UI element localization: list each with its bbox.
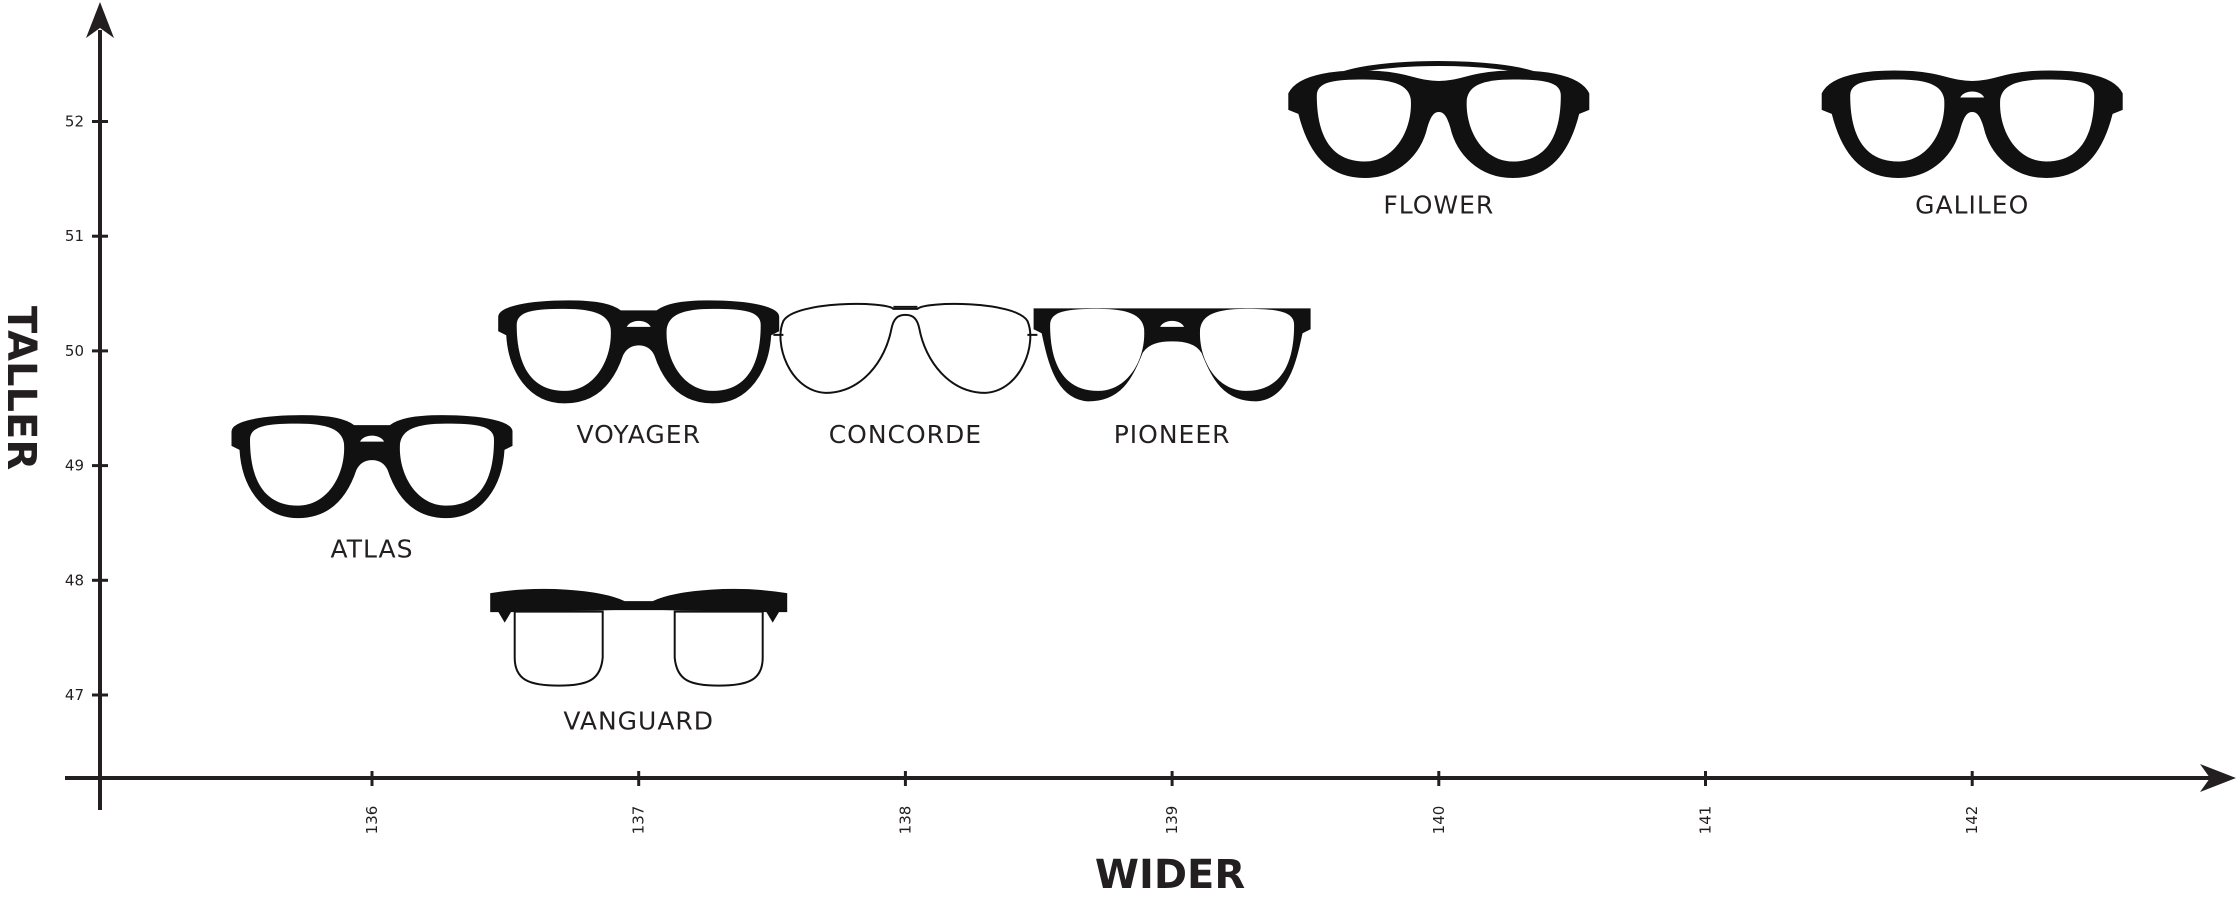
y-tick-label: 48 (65, 571, 84, 589)
point-label: FLOWER (1383, 191, 1494, 220)
y-tick-label: 47 (65, 686, 84, 704)
data-point-pioneer: PIONEER (1033, 308, 1311, 449)
lens-cutout (1316, 79, 1561, 162)
data-point-voyager: VOYAGER (498, 300, 780, 449)
x-tick-label: 137 (630, 806, 648, 835)
lens-cutout (516, 308, 761, 391)
y-tick-label: 52 (65, 113, 84, 131)
y-ticks: 47 48 49 50 51 52 (65, 113, 108, 704)
point-label: PIONEER (1114, 420, 1231, 449)
point-label: VANGUARD (563, 707, 714, 736)
lens-outline (513, 610, 764, 687)
bridge-keyhole (1960, 91, 1985, 98)
point-label: GALILEO (1915, 191, 2029, 220)
data-point-vanguard: VANGUARD (490, 589, 788, 736)
arrow-right-icon (2200, 764, 2236, 792)
eyeglasses-icon (490, 589, 788, 623)
x-tick-label: 138 (896, 806, 914, 835)
data-point-flower: FLOWER (1288, 61, 1590, 220)
y-tick-label: 49 (65, 457, 84, 475)
arrow-up-icon (86, 2, 114, 38)
lens-cutout (250, 423, 494, 506)
bridge-keyhole (626, 320, 651, 327)
bridge-keyhole (1160, 320, 1185, 327)
x-tick-label: 142 (1963, 806, 1981, 835)
x-tick-label: 136 (363, 806, 381, 835)
data-points: ATLAS VANGUARD VOYAGER CONCORDE PIONEER FLOWE… (231, 61, 2123, 736)
y-tick-label: 51 (65, 227, 84, 245)
y-tick-label: 50 (65, 342, 84, 360)
x-ticks: 136 137 138 139 140 141 142 (363, 771, 1981, 834)
bridge-keyhole (360, 435, 384, 442)
x-tick-label: 139 (1163, 806, 1181, 835)
lens-cutout (1850, 79, 2095, 162)
eyeglasses-icon (773, 302, 1038, 394)
point-label: ATLAS (331, 535, 414, 564)
x-axis-title: WIDER (1095, 852, 1245, 897)
point-label: VOYAGER (576, 420, 701, 449)
x-tick-label: 140 (1430, 806, 1448, 835)
point-label: CONCORDE (829, 420, 982, 449)
data-point-galileo: GALILEO (1821, 70, 2123, 220)
axes (65, 2, 2236, 810)
y-axis-title: TALLER (0, 306, 44, 470)
x-tick-label: 141 (1697, 806, 1715, 835)
data-point-concorde: CONCORDE (773, 302, 1038, 449)
lens-cutout (1050, 308, 1295, 391)
data-point-atlas: ATLAS (231, 415, 513, 564)
